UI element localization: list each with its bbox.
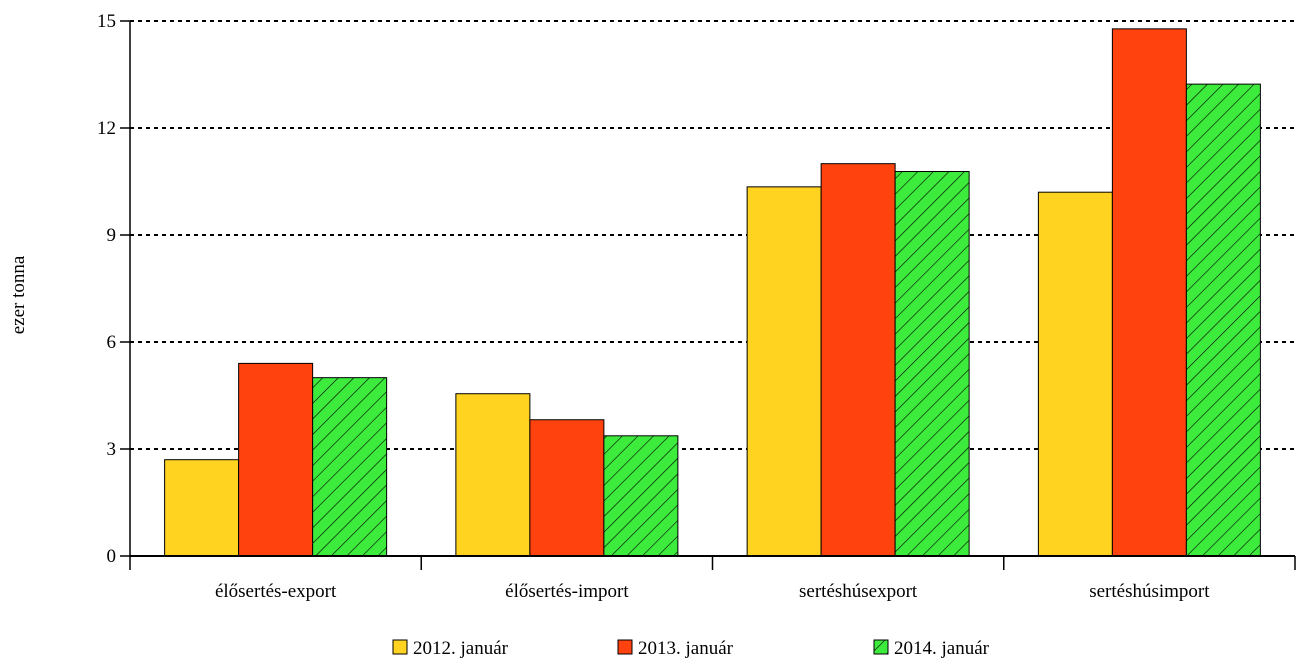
bar-3-2 xyxy=(603,435,679,557)
legend-label: 2013. január xyxy=(638,638,734,659)
bar-1-1 xyxy=(164,459,240,557)
x-tick-label: sertéshúsimport xyxy=(1089,581,1210,602)
x-tick-label: sertéshúsexport xyxy=(799,581,918,602)
legend-swatch xyxy=(873,639,889,655)
tick-labels: 0 3 6 9 12 15 élősertés-export élősertés-import… xyxy=(97,11,1210,602)
bar-1-4 xyxy=(1037,191,1113,557)
legend-swatch xyxy=(617,639,633,655)
bar-3-1 xyxy=(312,377,388,557)
y-tick-label: 6 xyxy=(107,332,117,353)
y-tick-label: 3 xyxy=(107,439,117,460)
legend-swatch xyxy=(392,639,408,655)
bar-2-1 xyxy=(238,362,314,557)
legend: 2012. január 2013. január 2014. január xyxy=(392,638,990,659)
y-tick-label: 15 xyxy=(97,11,116,32)
y-tick-label: 9 xyxy=(107,225,117,246)
bar-1-3 xyxy=(746,186,822,557)
axes xyxy=(120,20,1296,570)
bar-2-4 xyxy=(1111,28,1187,557)
y-tick-label: 12 xyxy=(97,118,116,139)
bar-1-2 xyxy=(455,393,531,557)
bar-2-3 xyxy=(820,163,896,557)
legend-label: 2014. január xyxy=(894,638,990,659)
y-axis-title: ezer tonna xyxy=(8,255,29,334)
y-tick-label: 0 xyxy=(107,546,117,567)
bars xyxy=(164,28,1261,557)
x-tick-label: élősertés-import xyxy=(505,581,629,602)
bar-3-3 xyxy=(894,171,970,557)
bar-2-2 xyxy=(529,419,605,557)
x-tick-label: élősertés-export xyxy=(215,581,337,602)
bar-3-4 xyxy=(1185,83,1261,557)
legend-label: 2012. január xyxy=(413,638,509,659)
